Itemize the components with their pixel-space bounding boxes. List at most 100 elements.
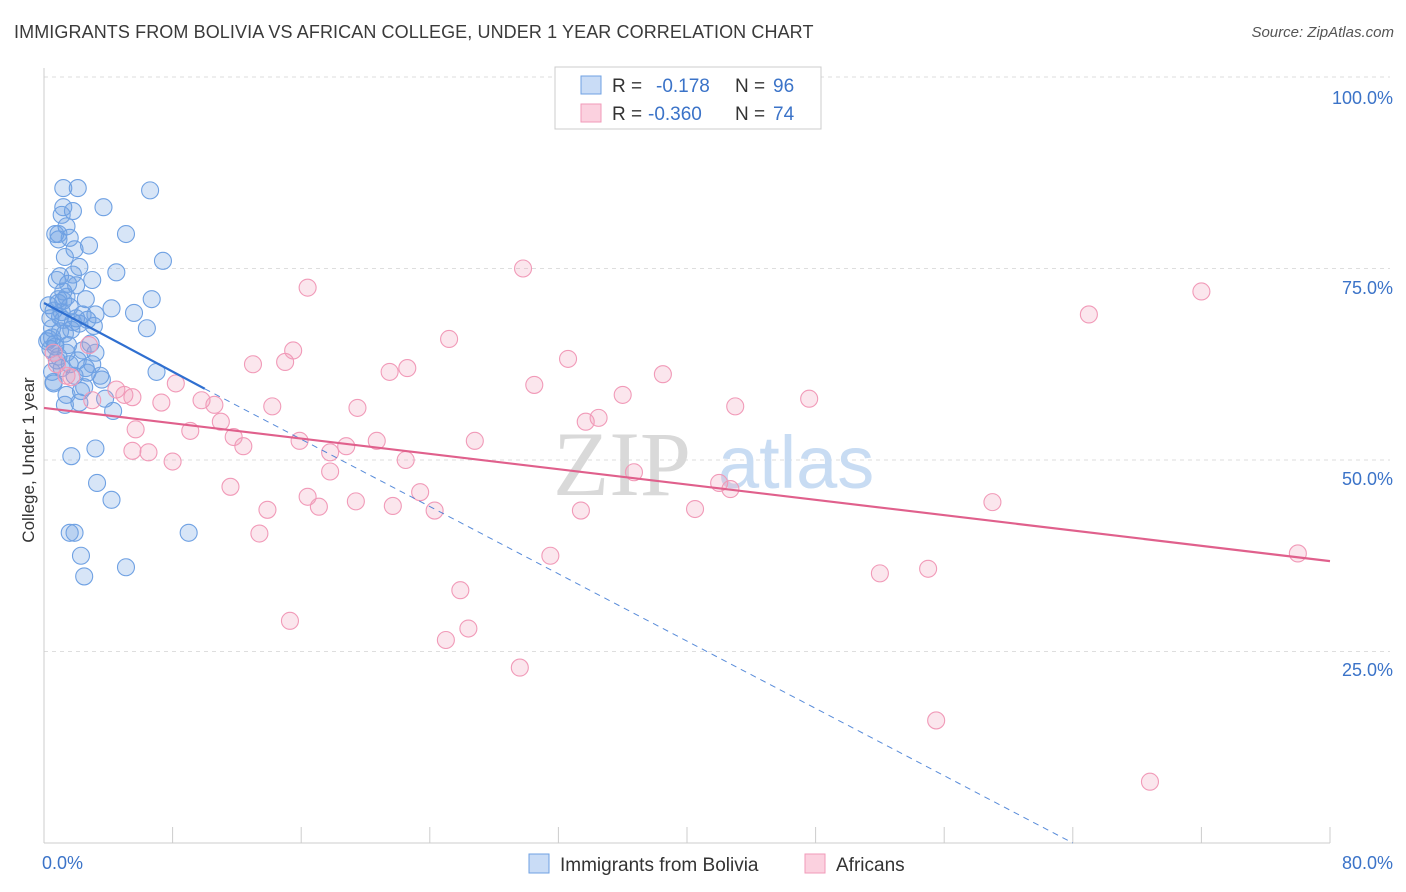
africans-point [163,452,182,471]
africans-point [383,496,402,516]
source-credit: Source: ZipAtlas.com [1251,24,1394,41]
africans-point [613,385,632,404]
legend-swatch-africans [804,853,826,874]
bolivia-point [179,523,198,542]
stats-legend-r-value-1: -0.178 [656,76,710,97]
y-tick-label-25: 25.0% [1342,660,1393,680]
africans-point [1192,282,1211,301]
legend-label-bolivia: Immigrants from Bolivia [560,855,759,876]
bolivia-point [51,322,70,341]
bolivia-point [86,343,105,362]
africans-point [436,630,455,650]
africans-point [451,581,470,600]
bolivia-point [83,270,102,290]
africans-point [1288,544,1307,563]
africans-point [321,462,340,481]
africans-point [685,499,705,519]
africans-point [800,389,819,408]
bolivia-point [153,251,173,270]
stats-legend-n-value-1: 96 [773,76,794,97]
africans-point [398,359,417,378]
africans-point [83,391,102,410]
africans-point [126,420,145,439]
stats-legend-n-label-2: N = [735,104,765,125]
africans-point [123,388,142,407]
y-tick-label-100: 100.0% [1332,88,1393,108]
africans-point [440,329,459,349]
bolivia-point [71,546,91,565]
africans-point [1079,305,1098,324]
africans-point [919,559,938,578]
africans-point [1140,772,1160,791]
y-tick-label-50: 50.0% [1342,469,1393,489]
africans-point [576,412,595,431]
bolivia-point [79,236,99,255]
stats-legend-n-label-1: N = [735,76,765,97]
africans-point [870,564,889,583]
bolivia-point [55,247,74,267]
africans-point [79,336,99,355]
africans-point [367,431,386,450]
bolivia-point [62,447,81,466]
x-tick-label-min: 0.0% [42,853,83,873]
bolivia-point [68,179,87,198]
bolivia-point [57,385,76,404]
africans-point [541,546,560,565]
stats-legend-r-label-1: R = [612,76,642,97]
africans-point [465,431,484,450]
bolivia-point [65,240,84,259]
bolivia-point [75,567,94,586]
gridlines [44,76,1390,652]
series-legend: Immigrants from Bolivia Africans [528,853,905,876]
bolivia-trend-line [43,301,206,390]
watermark-zip: ZIP [553,413,691,515]
bolivia-point [49,230,68,249]
africans-point [234,437,253,456]
bolivia-point [116,224,136,244]
bolivia-point [124,303,144,322]
africans-point [653,365,672,384]
bolivia-point [70,257,89,277]
africans-point [425,501,444,520]
africans-point [205,395,224,414]
africans-point [510,658,529,677]
bolivia-point [63,202,82,221]
bolivia-point [102,490,121,509]
africans-point [44,343,63,362]
bolivia-point [49,224,68,244]
africans-point [513,259,533,278]
bolivia-point [47,270,66,290]
bolivia-point [94,198,113,217]
africans-trend-line [43,406,1331,563]
africans-point [139,443,158,462]
africans-point [571,501,590,520]
africans-point [166,374,185,393]
bolivia-point [141,181,160,200]
bolivia-point [137,319,156,338]
bolivia-point [52,205,71,224]
africans-point [258,500,277,519]
africans-point [221,477,240,496]
stats-legend-r-label-2: R = [612,104,642,125]
stats-legend-swatch-bolivia [580,75,602,95]
bolivia-point [107,263,126,282]
africans-point [152,393,171,412]
stats-legend-r-value-2: -0.360 [648,104,702,125]
africans-point [411,483,430,502]
bolivia-point [54,198,73,217]
bolivia-point [142,290,161,309]
bolivia-trend-extension [204,388,1074,844]
africans-point [337,437,356,456]
africans-point [348,398,367,417]
y-tick-label-75: 75.0% [1342,278,1393,298]
africans-point [309,497,328,516]
africans-point [459,619,478,638]
africans-point [211,412,230,431]
africans-point [224,427,243,447]
legend-swatch-bolivia [528,853,550,874]
africans-point [123,441,142,460]
data-points [38,179,1307,791]
africans-point [927,711,946,730]
africans-point [726,397,745,416]
